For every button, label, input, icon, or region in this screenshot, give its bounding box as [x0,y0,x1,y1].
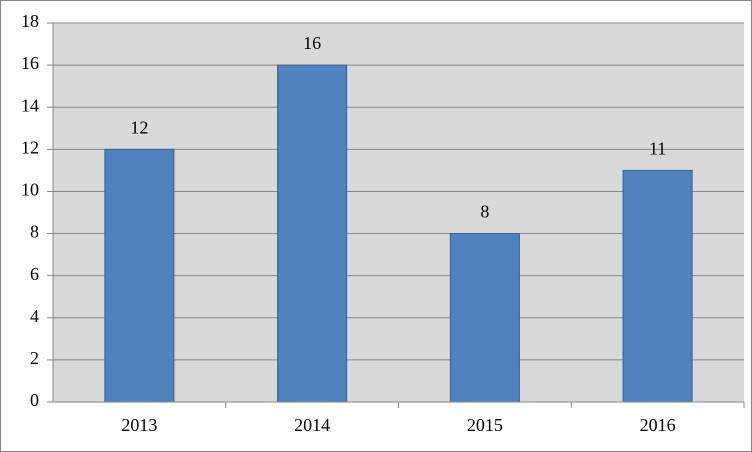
x-tick-label: 2013 [121,415,157,435]
bar [104,148,175,403]
y-tick-label: 18 [21,11,39,31]
bar [622,169,693,403]
x-tick-label: 2015 [467,415,503,435]
y-tick-label: 2 [30,348,39,368]
data-label: 12 [130,117,148,137]
y-tick-label: 0 [30,390,39,410]
bar [277,64,348,403]
y-tick-label: 12 [21,137,39,157]
x-tick-label: 2014 [294,415,330,435]
y-tick-label: 8 [30,222,39,242]
bar [449,233,520,403]
x-tick-label: 2016 [640,415,676,435]
y-tick-label: 4 [30,306,39,326]
data-label: 11 [649,139,666,159]
y-tick-label: 6 [30,264,39,284]
y-tick-label: 14 [21,95,39,115]
y-tick-label: 10 [21,180,39,200]
y-tick-label: 16 [21,53,39,73]
data-label: 8 [480,202,489,222]
data-label: 16 [303,33,321,53]
